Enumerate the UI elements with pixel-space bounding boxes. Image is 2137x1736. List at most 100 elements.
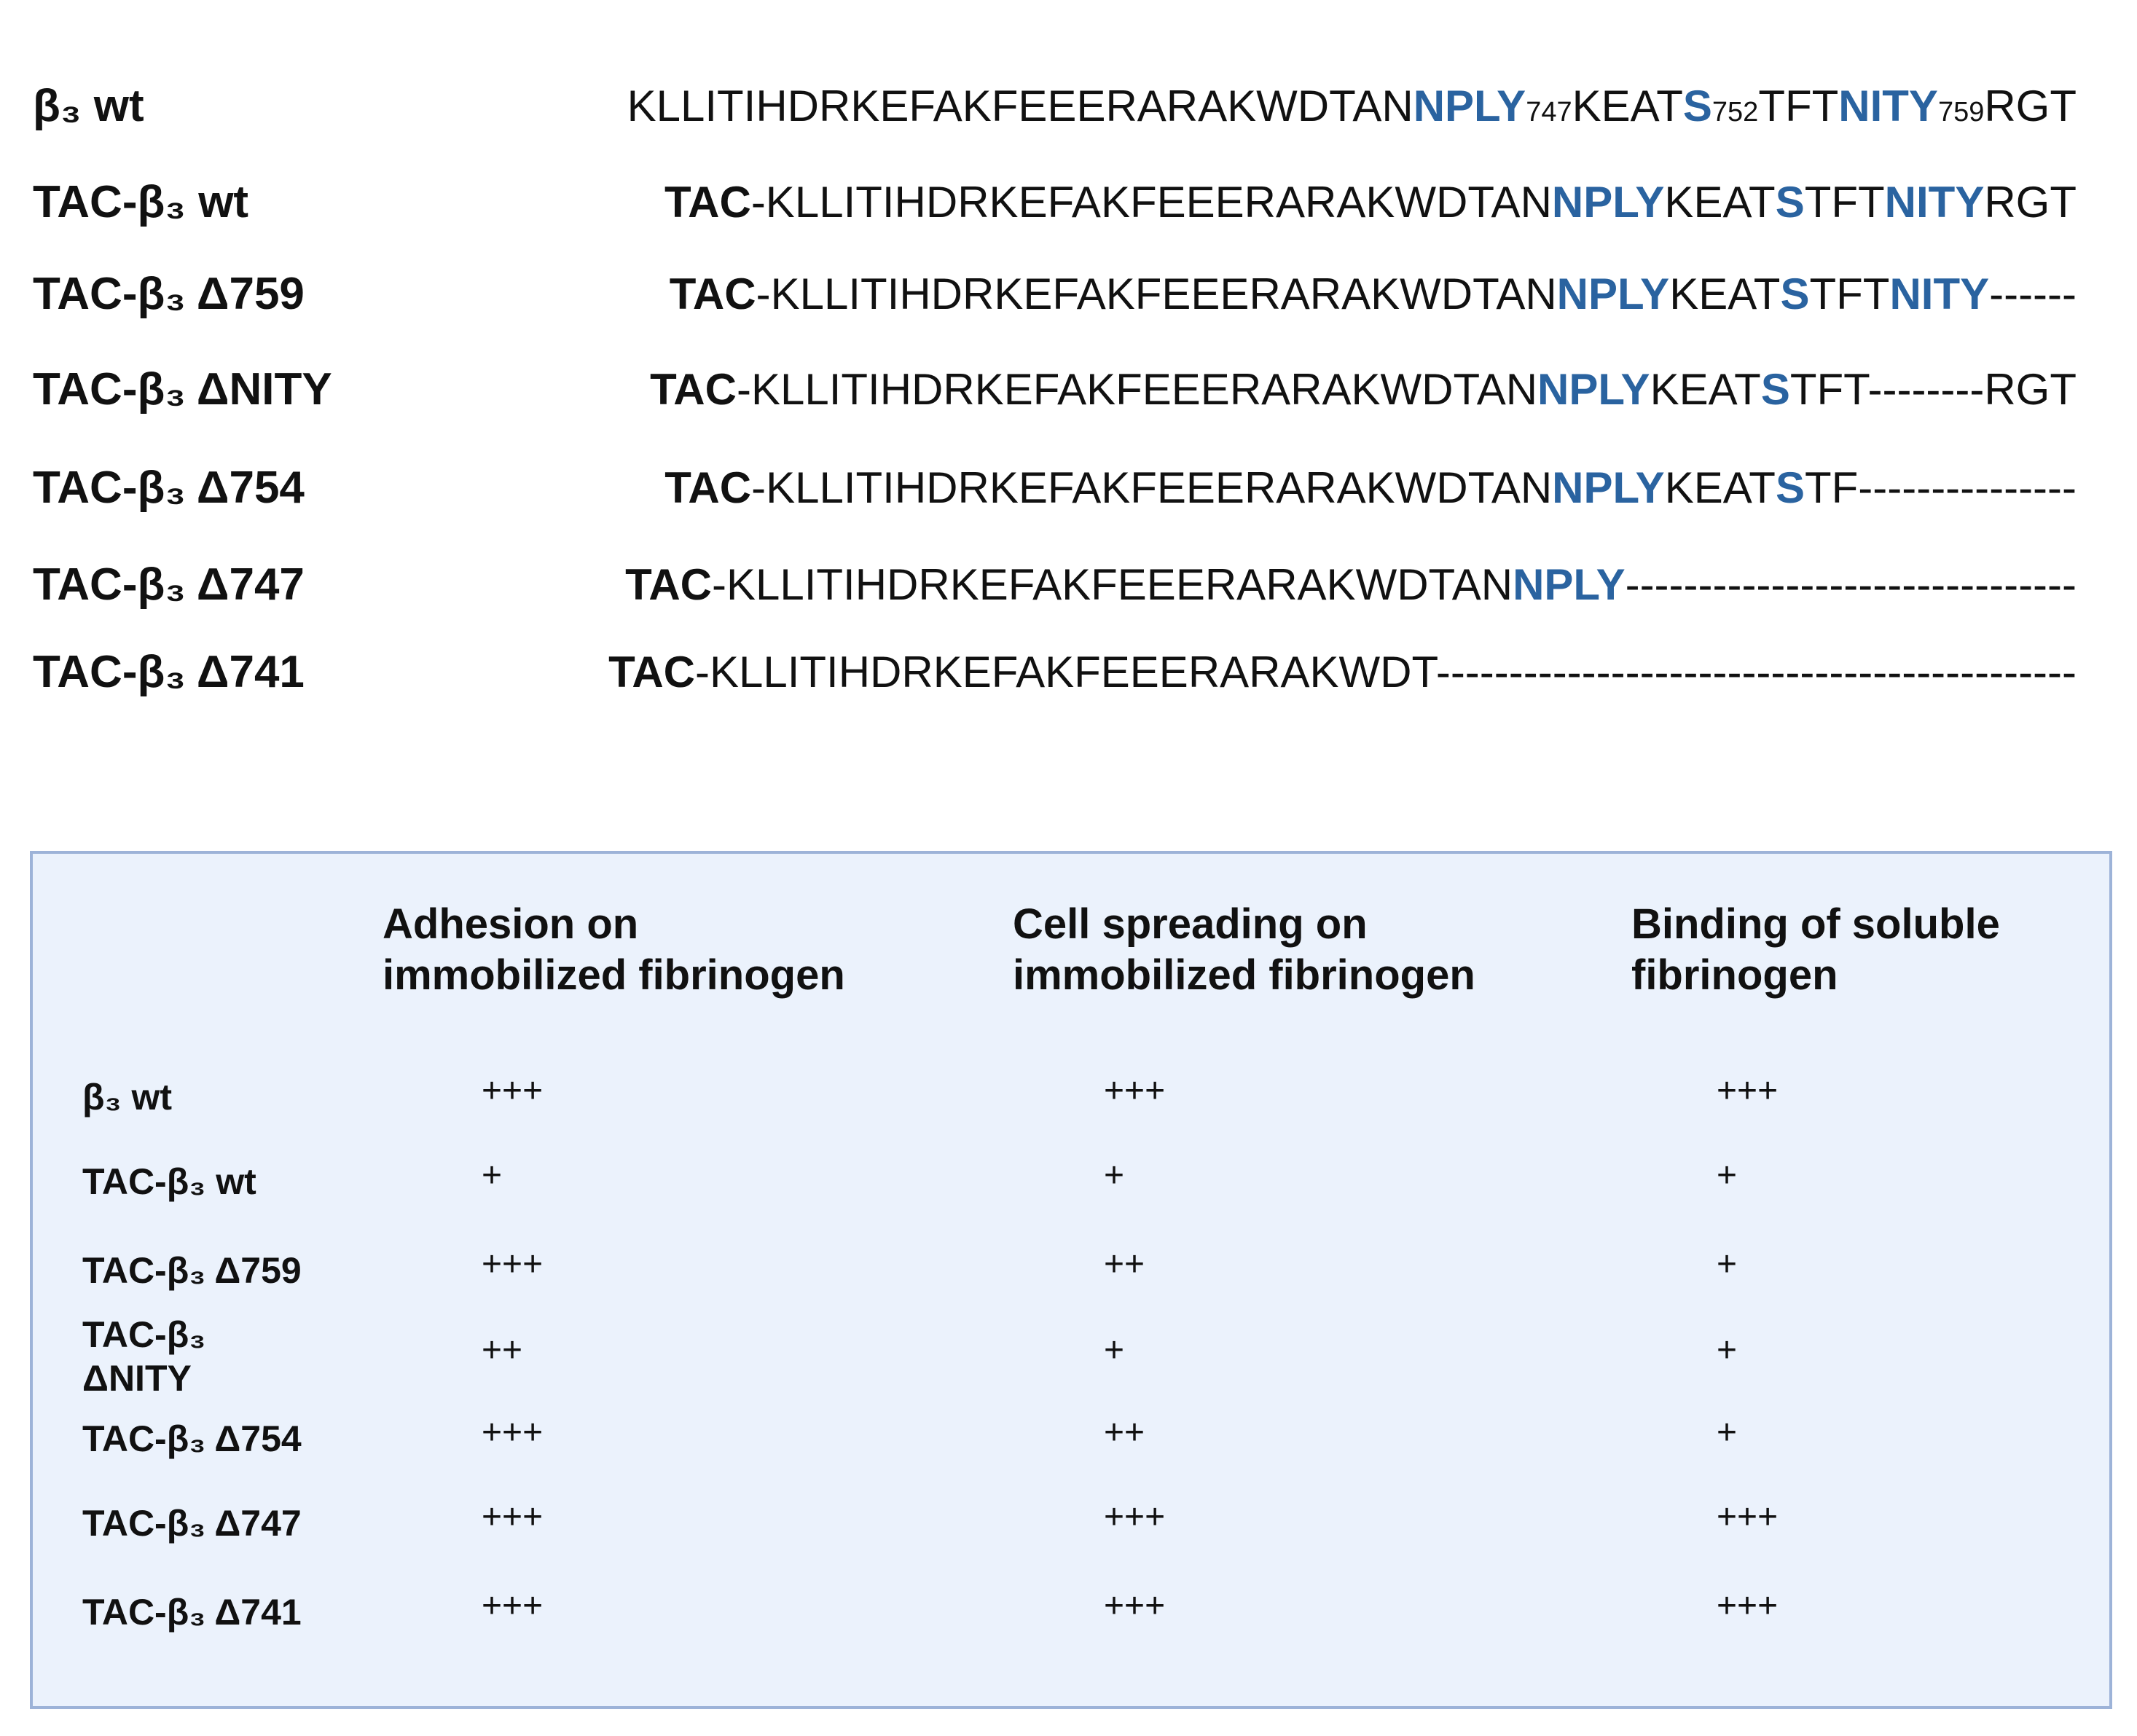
column-header: Adhesion on immobilized fibrinogen	[383, 899, 845, 1001]
sequence-label: TAC-β₃ ΔNITY	[33, 364, 332, 415]
row-label: TAC-β₃ Δ747	[82, 1501, 302, 1545]
row-label-line: TAC-β₃ Δ754	[82, 1418, 302, 1459]
header-line: Binding of soluble	[1631, 900, 2000, 948]
sequence: TAC-KLLITIHDRKEFAKFEEERARAKWDTANNPLYKEAT…	[670, 272, 2077, 316]
sequence-segment: NPLY	[1537, 365, 1650, 414]
sequence-label: TAC-β₃ Δ747	[33, 559, 305, 610]
sequence-segment: TAC	[664, 463, 751, 512]
cell-value: +++	[482, 1413, 544, 1452]
cell-value: +++	[1104, 1587, 1166, 1625]
sequence-segment: S	[1776, 463, 1805, 512]
sequence-segment: KEAT	[1572, 82, 1683, 130]
sequence: TAC-KLLITIHDRKEFAKFEEERARAKWDT----------…	[608, 651, 2077, 694]
sequence-segment: RGT	[1984, 82, 2077, 130]
segment-text: KEAT	[1664, 178, 1776, 227]
segment-text: NPLY	[1552, 463, 1665, 512]
segment-text: TFT	[1758, 82, 1839, 130]
segment-text: TAC	[625, 560, 712, 609]
segment-text: RGT	[1984, 178, 2077, 227]
segment-text: NPLY	[1513, 560, 1626, 609]
segment-text: TAC	[664, 178, 751, 227]
sequence-segment: TAC	[625, 560, 712, 609]
sequence-segment: NITY759	[1838, 82, 1984, 130]
cell-value: +	[482, 1156, 503, 1195]
segment-text: -KLLITIHDRKEFAKFEEERARAKWDTAN	[756, 270, 1557, 318]
cell-value: +	[1717, 1413, 1738, 1452]
position-marker: 747	[1526, 97, 1572, 127]
sequence-segment: -KLLITIHDRKEFAKFEEERARAKWDTAN	[712, 560, 1513, 609]
sequence-segment: TAC	[608, 648, 695, 696]
sequence-segment: -KLLITIHDRKEFAKFEEERARAKWDTAN	[751, 178, 1552, 227]
row-label: β₃ wt	[82, 1075, 172, 1119]
row-label-line: TAC-β₃ wt	[82, 1161, 256, 1202]
segment-text: KEAT	[1572, 82, 1683, 130]
segment-text: S	[1682, 82, 1712, 130]
sequence-segment: -KLLITIHDRKEFAKFEEERARAKWDTAN	[756, 270, 1557, 318]
column-header: Binding of soluble fibrinogen	[1631, 899, 2000, 1001]
sequence-segment: TFT	[1758, 82, 1838, 130]
row-label: TAC-β₃ Δ754	[82, 1417, 302, 1461]
sequence: TAC-KLLITIHDRKEFAKFEEERARAKWDTANNPLYKEAT…	[664, 466, 2077, 510]
header-line: immobilized fibrinogen	[1013, 951, 1475, 999]
segment-text: S	[1760, 365, 1790, 414]
sequence-segment: S	[1780, 270, 1809, 318]
cell-value: +	[1717, 1331, 1738, 1370]
segment-text: -KLLITIHDRKEFAKFEEERARAKWDT-------------…	[694, 648, 2077, 696]
sequence-segment: KLLITIHDRKEFAKFEEERARAKWDTAN	[627, 82, 1413, 130]
segment-text: TAC	[608, 648, 695, 696]
sequence-segment: NITY	[1889, 270, 1989, 318]
column-header: Cell spreading on immobilized fibrinogen	[1013, 899, 1475, 1001]
header-line: Adhesion on	[383, 900, 639, 948]
row-label-line: TAC-β₃	[82, 1314, 206, 1355]
segment-text: TFT	[1804, 178, 1885, 227]
sequence-segment: NPLY	[1552, 178, 1665, 227]
cell-value: +	[1104, 1156, 1125, 1195]
header-line: fibrinogen	[1631, 951, 1838, 999]
segment-text: -KLLITIHDRKEFAKFEEERARAKWDTAN	[736, 365, 1538, 414]
segment-text: NPLY	[1537, 365, 1650, 414]
sequence-segment: NPLY	[1557, 270, 1670, 318]
cell-value: +++	[1104, 1072, 1166, 1110]
segment-text: TF---------------	[1804, 463, 2077, 512]
sequence-segment: S	[1761, 365, 1790, 414]
segment-text: S	[1775, 178, 1805, 227]
sequence-segment: -KLLITIHDRKEFAKFEEERARAKWDT-------------…	[695, 648, 2077, 696]
segment-text: TAC	[650, 365, 737, 414]
row-label-line: β₃ wt	[82, 1077, 173, 1118]
cell-value: +++	[1717, 1587, 1779, 1625]
segment-text: ------	[1989, 270, 2077, 318]
segment-text: NITY	[1884, 178, 1985, 227]
segment-text: NITY	[1889, 270, 1990, 318]
sequence-segment: S	[1776, 178, 1805, 227]
sequence-label: TAC-β₃ Δ741	[33, 647, 305, 697]
segment-text: S	[1775, 463, 1805, 512]
sequence-segment: TF---------------	[1805, 463, 2077, 512]
sequence-segment: -------------------------------	[1626, 560, 2077, 609]
sequence-label: TAC-β₃ Δ759	[33, 269, 305, 319]
row-label-line: TAC-β₃ Δ747	[82, 1503, 302, 1544]
cell-value: +++	[482, 1245, 544, 1284]
sequence-segment: RGT	[1984, 178, 2077, 227]
sequence: TAC-KLLITIHDRKEFAKFEEERARAKWDTANNPLYKEAT…	[664, 181, 2077, 224]
cell-value: +++	[1104, 1498, 1166, 1536]
sequence-segment: NITY	[1885, 178, 1985, 227]
segment-text: TFT--------RGT	[1789, 365, 2077, 414]
segment-text: -KLLITIHDRKEFAKFEEERARAKWDTAN	[751, 463, 1553, 512]
sequence-segment: -KLLITIHDRKEFAKFEEERARAKWDTAN	[737, 365, 1537, 414]
sequence-segment: TAC	[650, 365, 737, 414]
header-line: Cell spreading on	[1013, 900, 1368, 948]
segment-text: KEAT	[1650, 365, 1761, 414]
sequence-segment: TFT	[1805, 178, 1885, 227]
segment-text: NITY	[1838, 82, 1938, 130]
cell-value: +++	[482, 1072, 544, 1110]
row-label: TAC-β₃ Δ741	[82, 1590, 302, 1634]
segment-text: TAC	[669, 270, 756, 318]
segment-text: TAC	[664, 463, 752, 512]
cell-value: +	[1717, 1245, 1738, 1284]
sequence-segment: KEAT	[1665, 463, 1776, 512]
sequence-segment: TFT	[1809, 270, 1889, 318]
sequence-label: TAC-β₃ Δ754	[33, 463, 305, 513]
cell-value: ++	[1104, 1245, 1145, 1284]
segment-text: KEAT	[1664, 463, 1776, 512]
